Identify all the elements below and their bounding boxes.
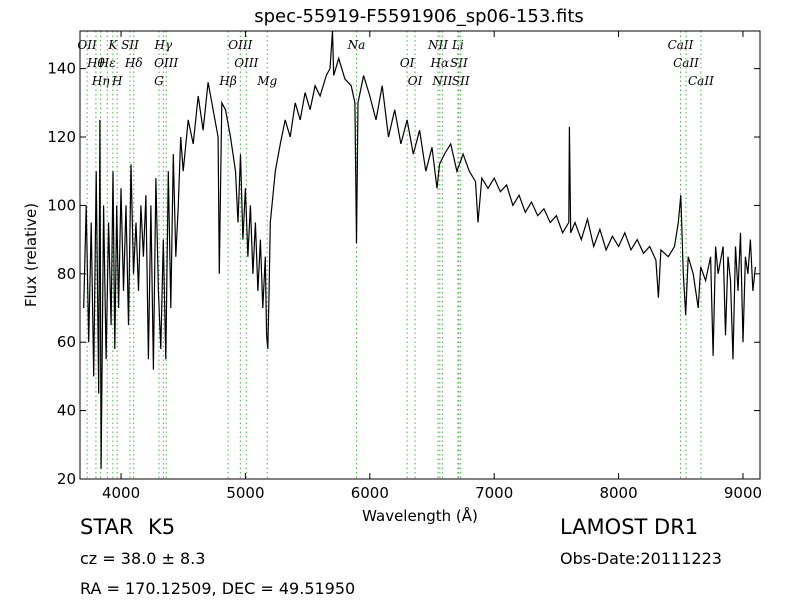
x-tick-label: 4000 bbox=[102, 484, 140, 502]
y-tick-label: 100 bbox=[47, 196, 76, 214]
y-tick-label: 40 bbox=[57, 402, 76, 420]
annotation-label: SII bbox=[121, 38, 139, 52]
annotation-label: K bbox=[107, 38, 118, 52]
annotation-label: OIII bbox=[154, 56, 178, 70]
annotation-label: Mg bbox=[256, 74, 277, 88]
annotation-label: CaII bbox=[688, 74, 714, 88]
x-tick-label: 5000 bbox=[226, 484, 264, 502]
y-tick-label: 20 bbox=[57, 470, 76, 488]
annotation-label: SII bbox=[452, 74, 470, 88]
x-axis-label: Wavelength (Å) bbox=[362, 506, 478, 525]
object-class: STAR bbox=[80, 515, 133, 539]
annotation-label: Hγ bbox=[154, 38, 173, 52]
x-tick-label: 6000 bbox=[351, 484, 389, 502]
x-tick-label: 9000 bbox=[724, 484, 762, 502]
coordinates: RA = 170.12509, DEC = 49.51950 bbox=[80, 579, 355, 598]
annotation-label: SII bbox=[450, 56, 468, 70]
annotation-label: CaII bbox=[673, 56, 699, 70]
annotation-label: CaII bbox=[668, 38, 694, 52]
annotation-label: Na bbox=[347, 38, 366, 52]
annotation-label: OIII bbox=[228, 38, 252, 52]
x-tick-label: 8000 bbox=[599, 484, 637, 502]
annotation-label: Hβ bbox=[218, 74, 236, 88]
y-tick-label: 120 bbox=[47, 128, 76, 146]
y-tick-label: 140 bbox=[47, 60, 76, 78]
obs-date: Obs-Date:20111223 bbox=[560, 549, 722, 568]
redshift: cz = 38.0 ± 8.3 bbox=[80, 549, 205, 568]
annotation-label: OIII bbox=[234, 56, 258, 70]
annotation-label: Hε bbox=[98, 56, 116, 70]
annotation-label: Li bbox=[451, 38, 464, 52]
annotation-label: Hα bbox=[430, 56, 450, 70]
y-axis-label: Flux (relative) bbox=[22, 203, 40, 307]
y-tick-label: 60 bbox=[57, 333, 76, 351]
annotation-label: H bbox=[111, 74, 123, 88]
y-tick-label: 80 bbox=[57, 265, 76, 283]
annotation-label: Hη bbox=[91, 74, 110, 88]
plot-frame bbox=[79, 30, 761, 480]
spectrum-line bbox=[83, 30, 756, 469]
annotation-label: NII bbox=[431, 74, 452, 88]
annotation-label: OII bbox=[77, 38, 97, 52]
x-tick-label: 7000 bbox=[475, 484, 513, 502]
survey: LAMOST DR1 bbox=[560, 515, 698, 539]
annotation-label: NII bbox=[427, 38, 448, 52]
annotation-label: Hδ bbox=[124, 56, 143, 70]
annotation-label: OI bbox=[408, 74, 423, 88]
subclass: K5 bbox=[148, 515, 175, 539]
annotation-label: OI bbox=[400, 56, 415, 70]
chart-title: spec-55919-F5591906_sp06-153.fits bbox=[254, 6, 584, 27]
annotation-label: G bbox=[154, 74, 164, 88]
